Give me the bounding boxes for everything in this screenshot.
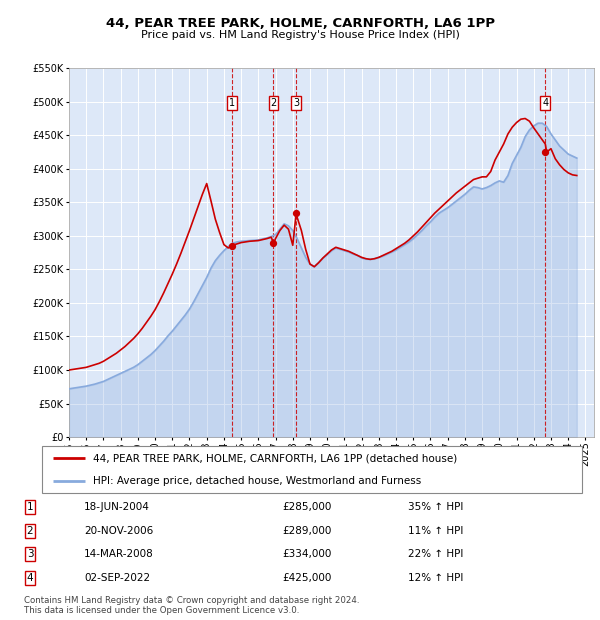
Text: HPI: Average price, detached house, Westmorland and Furness: HPI: Average price, detached house, West… — [94, 476, 422, 485]
Text: Price paid vs. HM Land Registry's House Price Index (HPI): Price paid vs. HM Land Registry's House … — [140, 30, 460, 40]
Text: 4: 4 — [26, 573, 34, 583]
Text: 20-NOV-2006: 20-NOV-2006 — [84, 526, 153, 536]
FancyBboxPatch shape — [42, 446, 582, 493]
Text: £285,000: £285,000 — [282, 502, 331, 512]
Text: 4: 4 — [542, 98, 548, 108]
Text: £425,000: £425,000 — [282, 573, 331, 583]
Text: Contains HM Land Registry data © Crown copyright and database right 2024.
This d: Contains HM Land Registry data © Crown c… — [24, 596, 359, 615]
Text: 12% ↑ HPI: 12% ↑ HPI — [408, 573, 463, 583]
Text: £334,000: £334,000 — [282, 549, 331, 559]
Text: 3: 3 — [293, 98, 299, 108]
Text: 18-JUN-2004: 18-JUN-2004 — [84, 502, 150, 512]
Text: £289,000: £289,000 — [282, 526, 331, 536]
Text: 3: 3 — [26, 549, 34, 559]
Text: 35% ↑ HPI: 35% ↑ HPI — [408, 502, 463, 512]
Point — [292, 208, 301, 218]
Text: 1: 1 — [26, 502, 34, 512]
Text: 02-SEP-2022: 02-SEP-2022 — [84, 573, 150, 583]
Text: 2: 2 — [271, 98, 277, 108]
Text: 14-MAR-2008: 14-MAR-2008 — [84, 549, 154, 559]
Point — [269, 238, 278, 248]
Text: 44, PEAR TREE PARK, HOLME, CARNFORTH, LA6 1PP (detached house): 44, PEAR TREE PARK, HOLME, CARNFORTH, LA… — [94, 453, 458, 463]
Point — [541, 147, 550, 157]
Point — [227, 241, 236, 251]
Text: 22% ↑ HPI: 22% ↑ HPI — [408, 549, 463, 559]
Text: 2: 2 — [26, 526, 34, 536]
Text: 44, PEAR TREE PARK, HOLME, CARNFORTH, LA6 1PP: 44, PEAR TREE PARK, HOLME, CARNFORTH, LA… — [106, 17, 494, 30]
Text: 1: 1 — [229, 98, 235, 108]
Text: 11% ↑ HPI: 11% ↑ HPI — [408, 526, 463, 536]
